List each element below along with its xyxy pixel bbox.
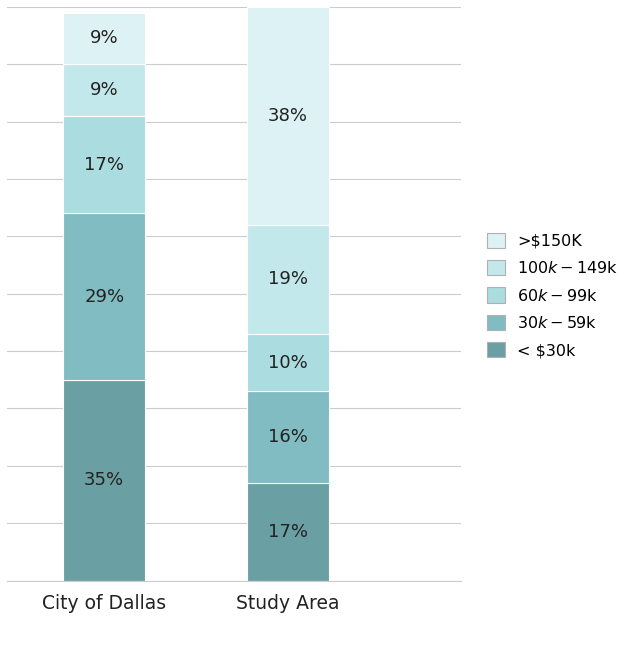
Text: 9%: 9% [90, 30, 118, 48]
Text: 17%: 17% [84, 155, 124, 174]
Text: 29%: 29% [84, 288, 124, 306]
Bar [247, 483, 329, 580]
Bar [247, 334, 329, 392]
Bar [247, 225, 329, 334]
Text: 19%: 19% [268, 270, 308, 288]
Text: 10%: 10% [268, 353, 308, 372]
Bar [63, 380, 145, 580]
Text: 16%: 16% [268, 428, 308, 446]
Text: 35%: 35% [84, 471, 124, 489]
Legend: >$150K, $100k-$149k, $60k-$99k, $30k-$59k, < $30k: >$150K, $100k-$149k, $60k-$99k, $30k-$59… [487, 233, 619, 358]
Bar [63, 64, 145, 116]
Text: 9%: 9% [90, 81, 118, 99]
Text: 38%: 38% [268, 107, 308, 125]
Bar [247, 7, 329, 225]
Text: 17%: 17% [268, 522, 308, 541]
Bar [63, 13, 145, 64]
Bar [247, 392, 329, 483]
Bar [63, 213, 145, 380]
Bar [63, 116, 145, 213]
